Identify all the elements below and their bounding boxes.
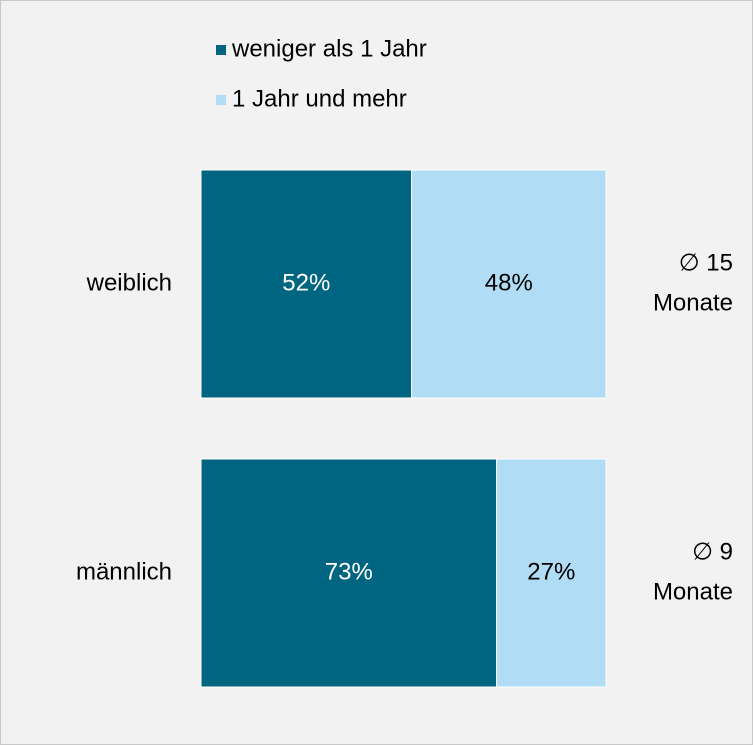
bar-segment xyxy=(411,169,607,399)
annotation: Monate xyxy=(653,289,733,316)
value-label: 27% xyxy=(527,558,575,585)
category-label: weiblich xyxy=(86,269,172,296)
annotation: Monate xyxy=(653,578,733,605)
legend-label: weniger als 1 Jahr xyxy=(231,35,427,62)
value-label: 52% xyxy=(282,269,330,296)
legend-label: 1 Jahr und mehr xyxy=(232,85,407,112)
annotation: ∅ 15 xyxy=(679,249,733,276)
legend-swatch xyxy=(216,45,226,55)
legend-swatch xyxy=(216,95,226,105)
bar-segment xyxy=(200,169,413,399)
bar-segment xyxy=(200,458,498,688)
bar-segment xyxy=(496,458,607,688)
value-label: 73% xyxy=(325,558,373,585)
category-label: männlich xyxy=(76,558,172,585)
annotation: ∅ 9 xyxy=(692,538,733,565)
value-label: 48% xyxy=(485,269,533,296)
